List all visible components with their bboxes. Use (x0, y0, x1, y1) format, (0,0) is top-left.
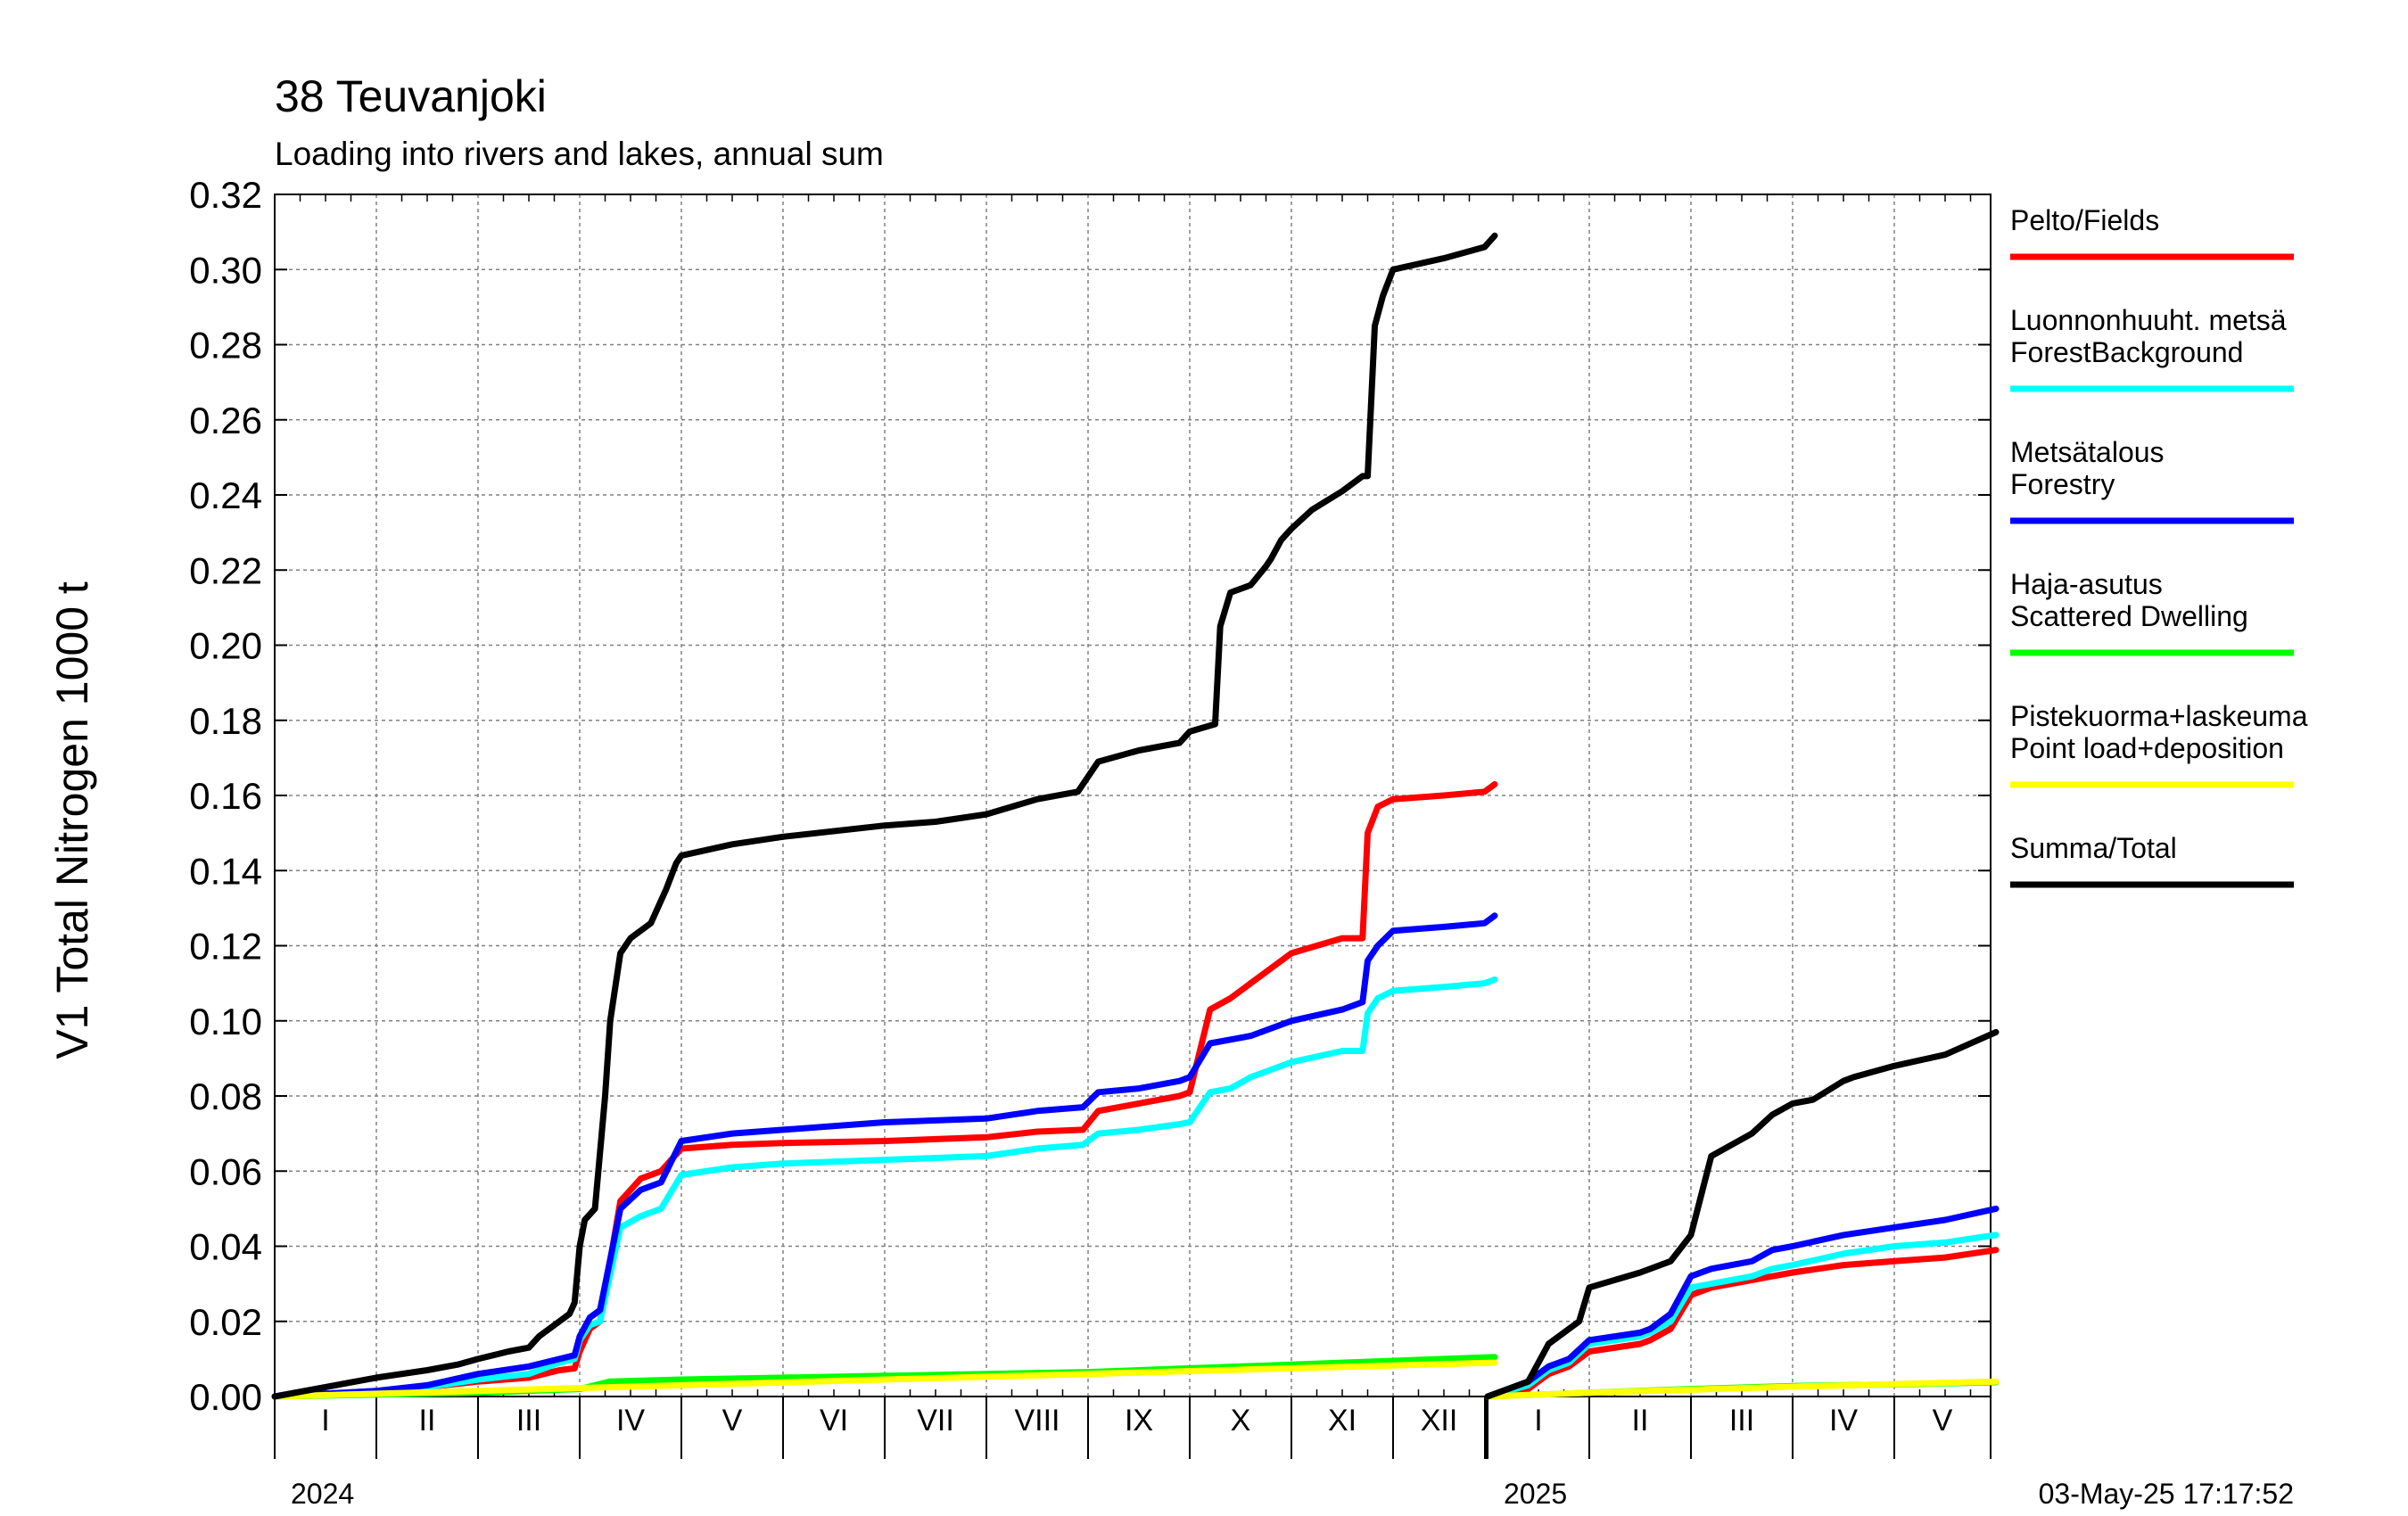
y-tick-label: 0.06 (189, 1150, 262, 1192)
legend-label: Metsätalous (2010, 436, 2165, 468)
year-label: 2025 (1504, 1478, 1567, 1510)
month-label: X (1231, 1404, 1251, 1438)
series-line-5-2024 (271, 232, 1498, 1400)
y-tick-label: 0.20 (189, 625, 262, 667)
series-line-0-2024 (271, 780, 1498, 1400)
legend-label: Scattered Dwelling (2010, 600, 2248, 632)
month-label: XI (1328, 1404, 1357, 1438)
y-axis-label: V1 Total Nitrogen 1000 t (47, 581, 97, 1059)
series-line-2-2025 (1484, 1205, 2000, 1400)
legend-label: Haja-asutus (2010, 568, 2163, 600)
legend-label: Forestry (2010, 468, 2115, 500)
month-label: VIII (1014, 1404, 1060, 1438)
y-tick-label: 0.24 (189, 474, 262, 516)
month-label: II (419, 1404, 436, 1438)
month-label: IX (1125, 1404, 1153, 1438)
month-label: III (1729, 1404, 1754, 1438)
legend-label: Summa/Total (2010, 832, 2177, 864)
legend-label: Pelto/Fields (2010, 204, 2159, 236)
y-tick-label: 0.14 (189, 850, 262, 892)
legend-label: ForestBackground (2010, 336, 2243, 368)
month-label: XII (1421, 1404, 1458, 1438)
series-line-4-2024 (271, 1359, 1498, 1400)
y-tick-label: 0.18 (189, 700, 262, 742)
y-tick-label: 0.30 (189, 249, 262, 291)
month-label: II (1632, 1404, 1649, 1438)
axes: 0.00 0.02 0.04 0.06 0.08 0.10 0.12 0.14 0.16 0.18… (189, 174, 1992, 1510)
month-label: VII (917, 1404, 954, 1438)
series-line-2-2024 (271, 912, 1498, 1400)
series-line-0-2025 (1484, 1247, 2000, 1400)
month-label: I (1534, 1404, 1542, 1438)
year-separator (1485, 195, 1488, 1396)
y-tick-label: 0.32 (189, 174, 262, 216)
series-line-1-2024 (271, 976, 1498, 1400)
y-tick-label: 0.16 (189, 775, 262, 817)
month-label: IV (1829, 1404, 1858, 1438)
month-label: V (722, 1404, 743, 1438)
y-tick-label: 0.22 (189, 549, 262, 591)
y-tick-label: 0.12 (189, 926, 262, 968)
month-label: V (1933, 1404, 1953, 1438)
series-line-4-2025 (1484, 1378, 2000, 1400)
y-tick-label: 0.08 (189, 1075, 262, 1117)
legend: Pelto/Fields Luonnonhuuht. metsäForestBac… (2010, 204, 2308, 888)
y-tick-label: 0.00 (189, 1376, 262, 1418)
month-label: III (516, 1404, 541, 1438)
year-label: 2024 (291, 1478, 354, 1510)
series-lines (271, 232, 2000, 1400)
y-tick-label: 0.04 (189, 1226, 262, 1268)
month-label: IV (616, 1404, 645, 1438)
grid (275, 194, 1991, 1397)
y-tick-label: 0.26 (189, 400, 262, 441)
legend-label: Pistekuorma+laskeuma (2010, 700, 2308, 732)
month-label: I (321, 1404, 329, 1438)
legend-label: Luonnonhuuht. metsä (2010, 304, 2287, 336)
y-tick-label: 0.10 (189, 1001, 262, 1042)
chart-subtitle: Loading into rivers and lakes, annual su… (275, 136, 884, 172)
month-label: VI (820, 1404, 848, 1438)
timestamp: 03-May-25 17:17:52 (2039, 1478, 2294, 1510)
y-tick-label: 0.28 (189, 325, 262, 367)
series-line-5-2025 (1484, 1028, 2000, 1400)
chart-title: 38 Teuvanjoki (275, 71, 547, 121)
legend-label: Point load+deposition (2010, 732, 2284, 764)
y-tick-label: 0.02 (189, 1301, 262, 1343)
